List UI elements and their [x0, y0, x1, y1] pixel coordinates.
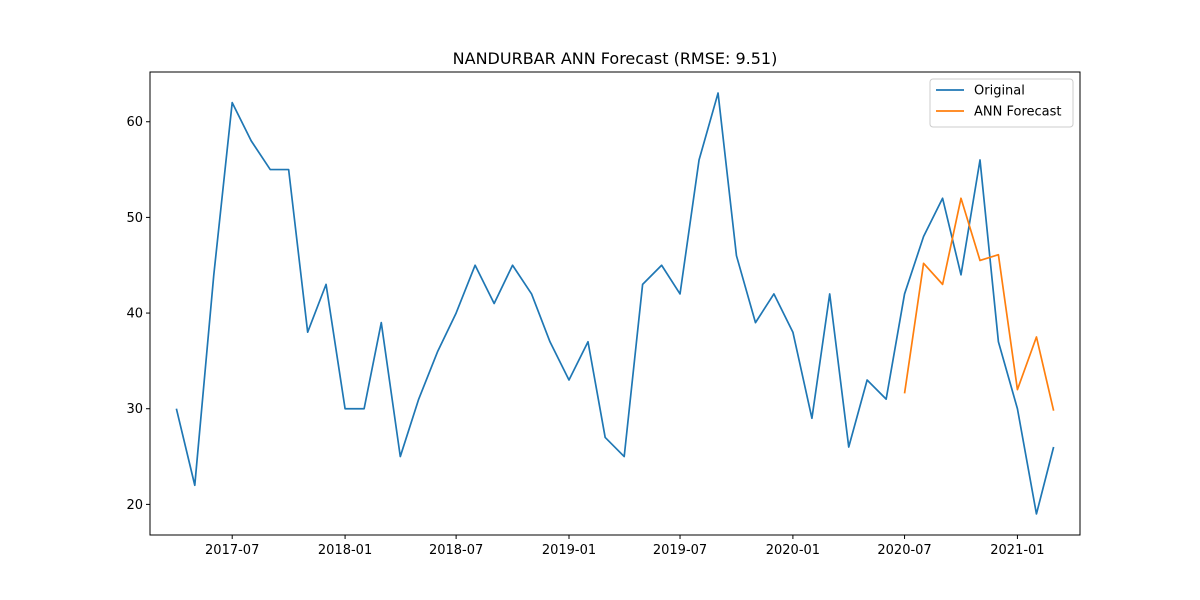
x-axis: 2017-07 2018-01 2018-07 2019-01 2019-07 2020-…	[205, 535, 1045, 558]
x-tick-label: 2019-07	[653, 543, 707, 558]
x-tick-label: 2018-07	[429, 543, 483, 558]
legend: Original ANN Forecast	[929, 78, 1074, 128]
y-tick-label: 60	[126, 115, 143, 130]
x-tick-label: 2021-01	[990, 543, 1044, 558]
y-tick-label: 20	[126, 498, 143, 513]
plot-frame	[149, 71, 1081, 536]
y-tick-label: 30	[126, 402, 143, 417]
series-line-original	[175, 92, 1055, 515]
x-tick-label: 2018-01	[318, 543, 372, 558]
y-axis: 20 30 40 50 60	[126, 115, 150, 513]
legend-label-original: Original	[974, 84, 1025, 99]
y-tick-label: 50	[126, 211, 143, 226]
legend-box	[929, 78, 1074, 128]
x-tick-label: 2019-01	[542, 543, 596, 558]
chart-title: NANDURBAR ANN Forecast (RMSE: 9.51)	[453, 49, 778, 68]
x-tick-label: 2020-01	[766, 543, 820, 558]
y-tick-label: 40	[126, 307, 143, 322]
x-tick-label: 2017-07	[205, 543, 259, 558]
x-tick-label: 2020-07	[877, 543, 931, 558]
legend-label-ann-forecast: ANN Forecast	[974, 105, 1061, 120]
plot-lines	[175, 92, 1055, 515]
series-line-ann-forecast	[903, 197, 1055, 411]
